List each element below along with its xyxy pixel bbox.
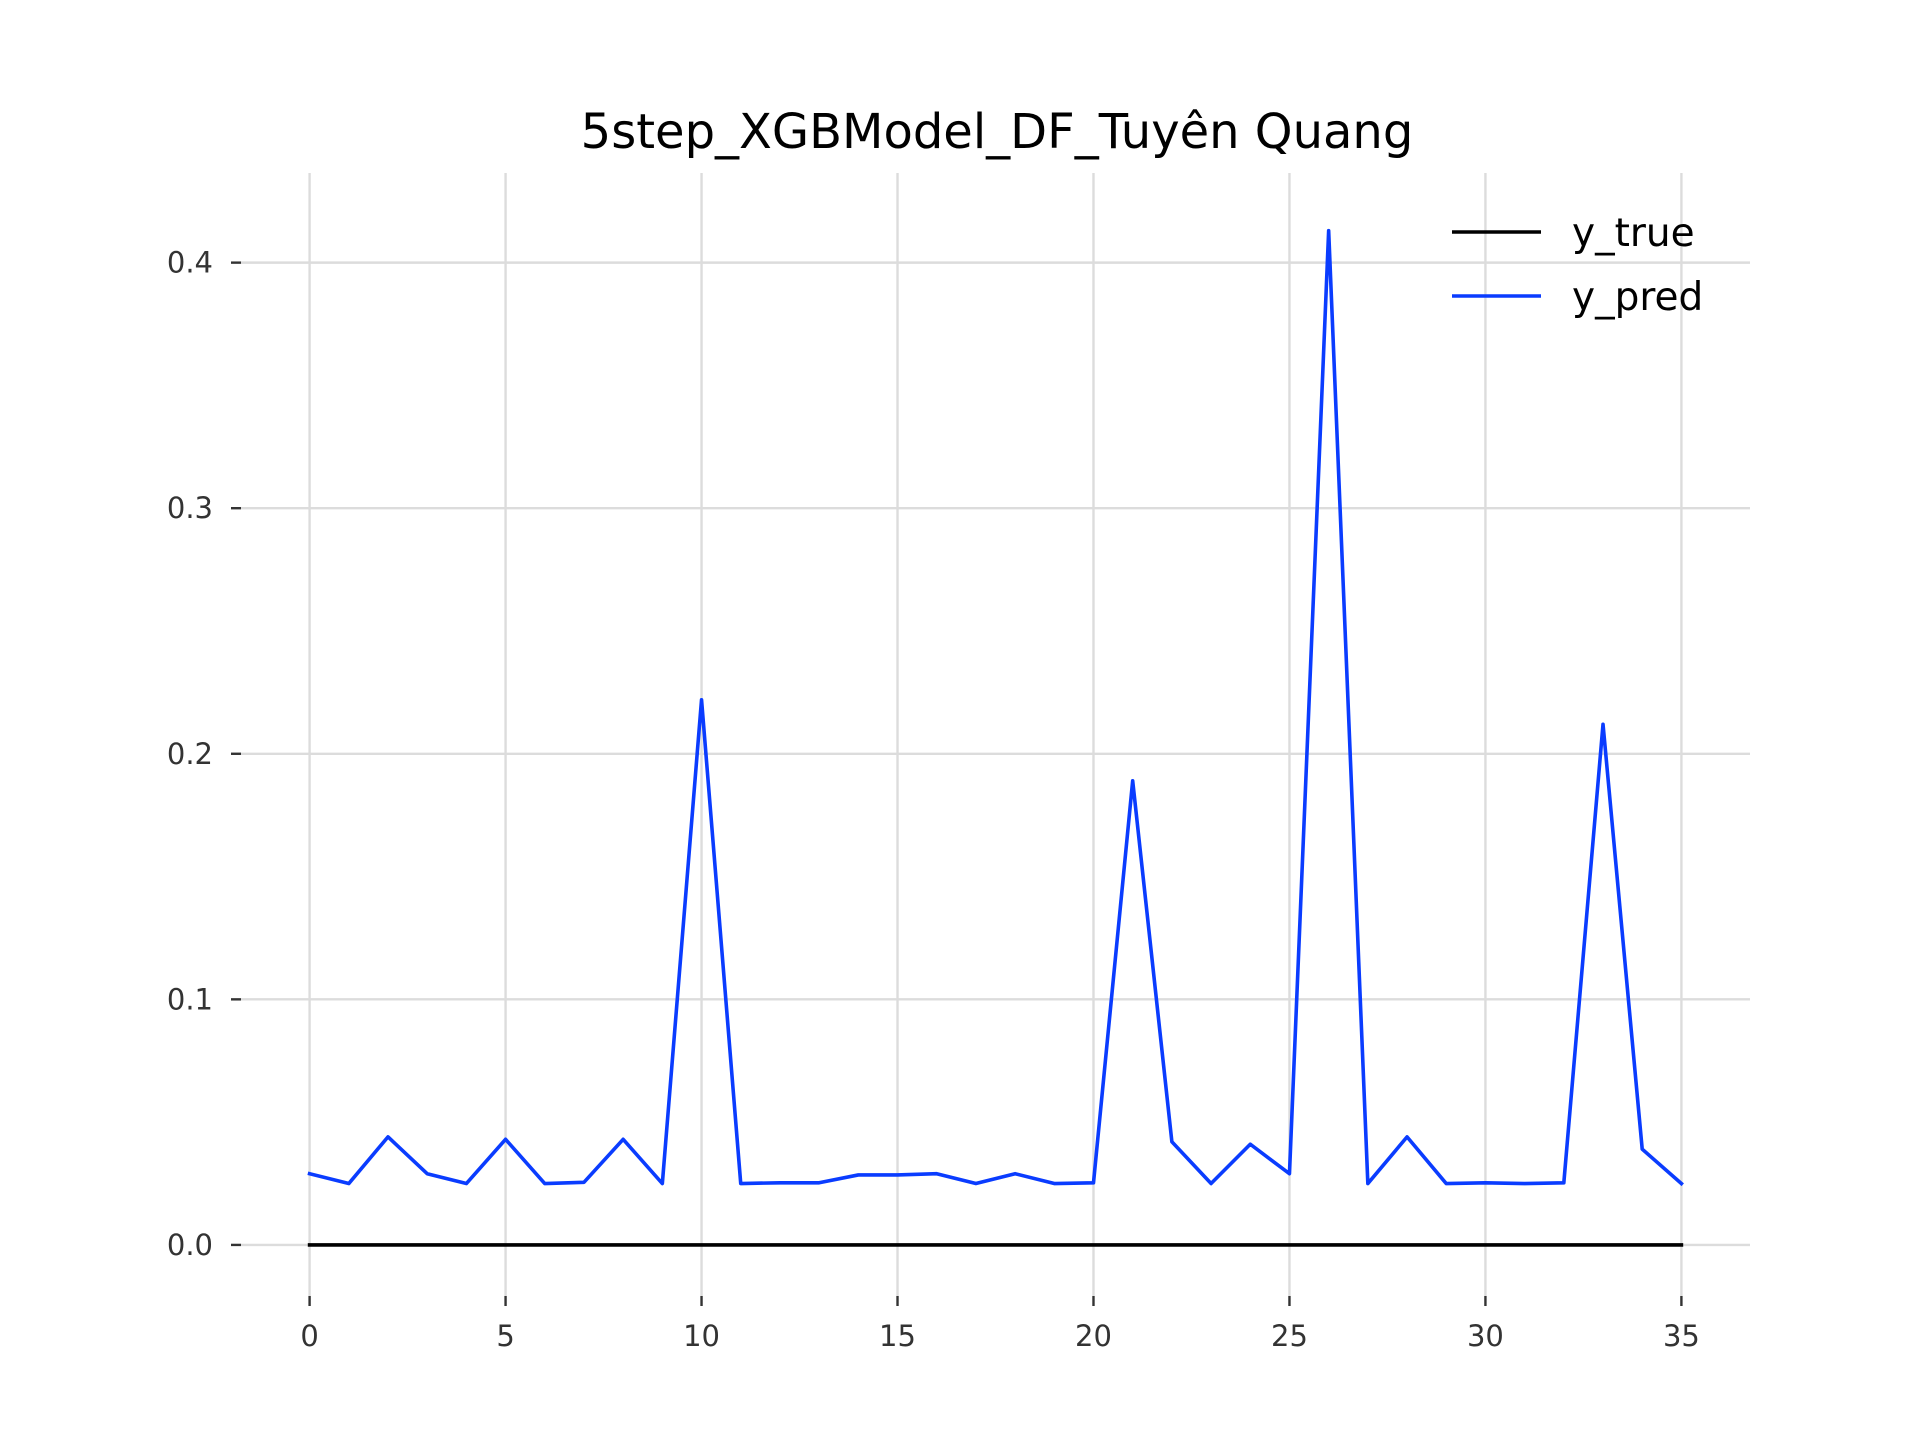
y-tick-label: 0.2 [167, 737, 213, 771]
x-tick-label: 15 [879, 1319, 916, 1353]
x-tick-label: 35 [1663, 1319, 1700, 1353]
series-line-y-pred [307, 228, 1684, 1187]
y-tick-label: 0.1 [167, 982, 213, 1016]
y-tick-label: 0.0 [167, 1228, 213, 1262]
legend: y_true y_pred [1452, 211, 1703, 320]
legend-label-y-pred: y_pred [1572, 275, 1703, 320]
x-tick-label: 20 [1075, 1319, 1112, 1353]
y-tick-label: 0.4 [167, 246, 213, 280]
axes: 0 5 10 15 20 25 30 35 0.0 0.1 0.2 0.3 0.4 [167, 246, 1700, 1353]
series-lines [307, 228, 1684, 1247]
x-tick-label: 30 [1467, 1319, 1504, 1353]
x-tick-label: 25 [1271, 1319, 1308, 1353]
y-tick-label: 0.3 [167, 491, 213, 525]
legend-label-y-true: y_true [1572, 211, 1695, 256]
grid [241, 173, 1750, 1296]
chart-title: 5step_XGBModel_DF_Tuyên Quang [581, 104, 1414, 160]
x-tick-label: 0 [300, 1319, 318, 1353]
x-tick-label: 10 [683, 1319, 720, 1353]
x-tick-label: 5 [496, 1319, 514, 1353]
